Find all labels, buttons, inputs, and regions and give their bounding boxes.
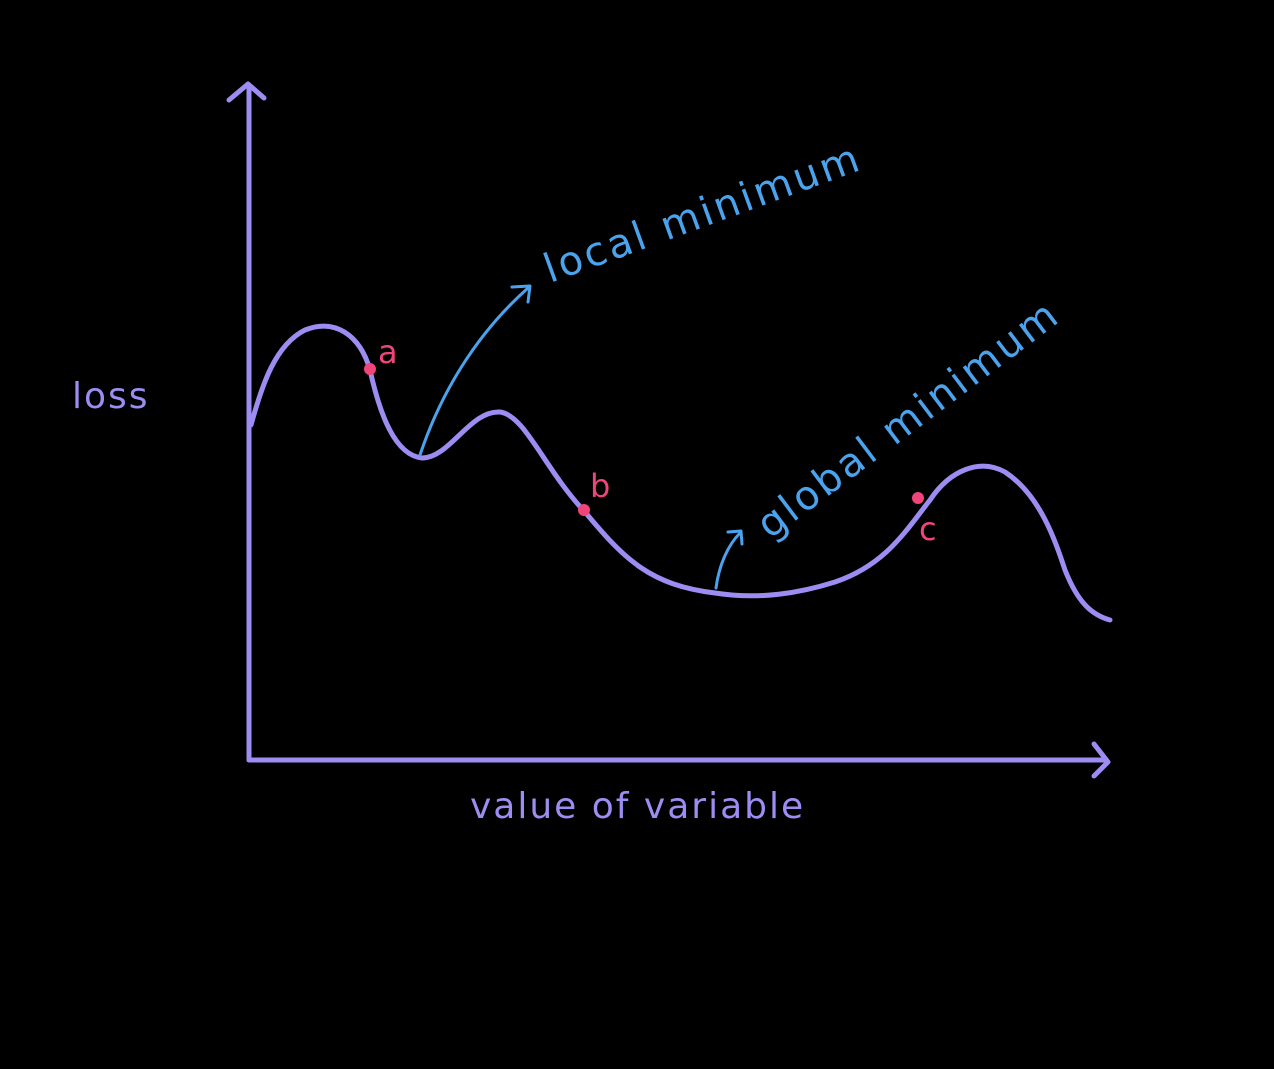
point-c-marker xyxy=(912,492,924,504)
local-minimum-label: local minimum xyxy=(538,135,868,293)
x-axis-arrowhead xyxy=(1091,741,1111,779)
y-axis-arrowhead xyxy=(226,81,267,103)
point-c-label: c xyxy=(919,510,937,548)
local-minimum-arrow xyxy=(418,286,530,457)
point-b-label: b xyxy=(590,467,610,505)
x-axis-label: value of variable xyxy=(470,786,805,827)
global-minimum-arrow xyxy=(714,531,742,590)
local-minimum-arrowhead xyxy=(510,284,532,304)
point-a-marker xyxy=(364,363,376,375)
point-a-label: a xyxy=(378,333,398,371)
y-axis-label: loss xyxy=(72,376,150,417)
global-minimum-label: global minimum xyxy=(748,291,1068,548)
global-minimum-arrowhead xyxy=(726,529,744,546)
point-b-marker xyxy=(578,504,590,516)
